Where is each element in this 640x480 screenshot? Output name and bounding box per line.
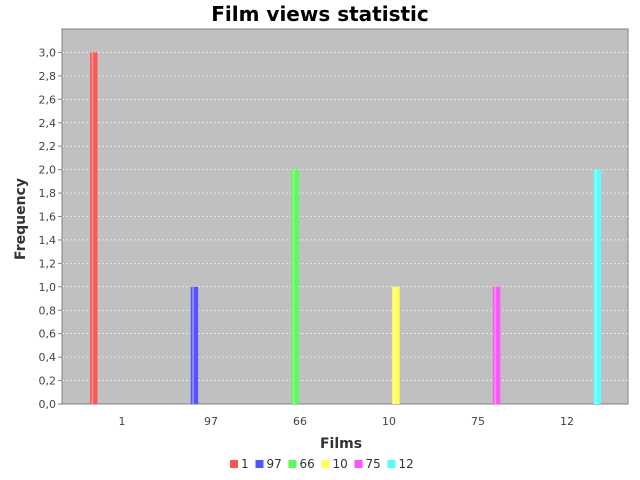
x-tick-label: 97 [204,415,218,428]
y-tick-label: 2,6 [39,93,57,106]
legend-swatch [288,460,297,468]
y-tick-label: 0,2 [39,375,57,388]
y-tick-label: 1,4 [39,234,57,247]
bar-10 [392,286,400,404]
x-tick-label: 10 [382,415,396,428]
y-axis-label: Frequency [13,178,29,260]
bar-highlight [494,286,497,404]
y-tick-label: 2,4 [39,117,57,130]
y-tick-label: 1,8 [39,187,57,200]
y-tick-label: 1,6 [39,211,57,224]
y-tick-label: 1,0 [39,281,57,294]
y-tick-label: 1,2 [39,257,57,270]
bar-1 [90,52,98,404]
x-tick-label: 12 [560,415,574,428]
x-tick-label: 66 [293,415,307,428]
bars [90,52,601,404]
bar-12 [593,169,601,404]
legend-label: 1 [241,457,249,471]
x-tick-label: 75 [471,415,485,428]
y-tick-label: 0,6 [39,328,57,341]
y-axis-ticks: 0,0 0,2 0,4 0,6 0,8 1,0 1,2 1,4 1,6 1,8 2,0 2,2 2,4 2… [39,46,62,411]
legend-swatch [230,460,238,468]
legend: 1 97 66 10 75 12 [230,457,414,471]
x-axis-label: Films [320,436,362,452]
bar-97 [190,286,199,404]
legend-swatch [255,460,264,468]
legend-label: 75 [366,457,381,471]
legend-label: 10 [333,457,348,471]
y-tick-label: 2,8 [39,70,57,83]
legend-label: 66 [300,457,315,471]
legend-swatch [387,460,396,468]
legend-swatch [354,460,363,468]
plot-area [61,28,629,405]
chart-title: Film views statistic [211,2,429,26]
bar-75 [492,286,501,404]
y-tick-label: 0,8 [39,304,57,317]
y-tick-label: 2,0 [39,164,57,177]
bar-highlight [192,286,194,404]
y-tick-label: 2,2 [39,140,57,153]
y-tick-label: 0,4 [39,351,57,364]
y-tick-label: 3,0 [39,46,57,59]
legend-label: 97 [267,457,282,471]
legend-label: 12 [399,457,414,471]
bar-highlight [393,286,396,404]
y-tick-label: 0,0 [39,398,57,411]
x-tick-label: 1 [119,415,126,428]
bar-highlight [595,169,597,404]
bar-highlight [91,52,94,404]
bar-66 [291,169,299,404]
legend-swatch [321,460,330,468]
x-axis-ticks: 1 97 66 10 75 12 [119,415,575,428]
bar-highlight [292,169,295,404]
